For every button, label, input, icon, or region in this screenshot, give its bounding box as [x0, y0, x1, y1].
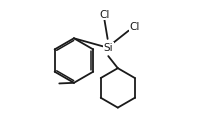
Text: Cl: Cl [130, 22, 140, 32]
Text: Si: Si [103, 43, 113, 53]
Text: Cl: Cl [99, 10, 110, 20]
